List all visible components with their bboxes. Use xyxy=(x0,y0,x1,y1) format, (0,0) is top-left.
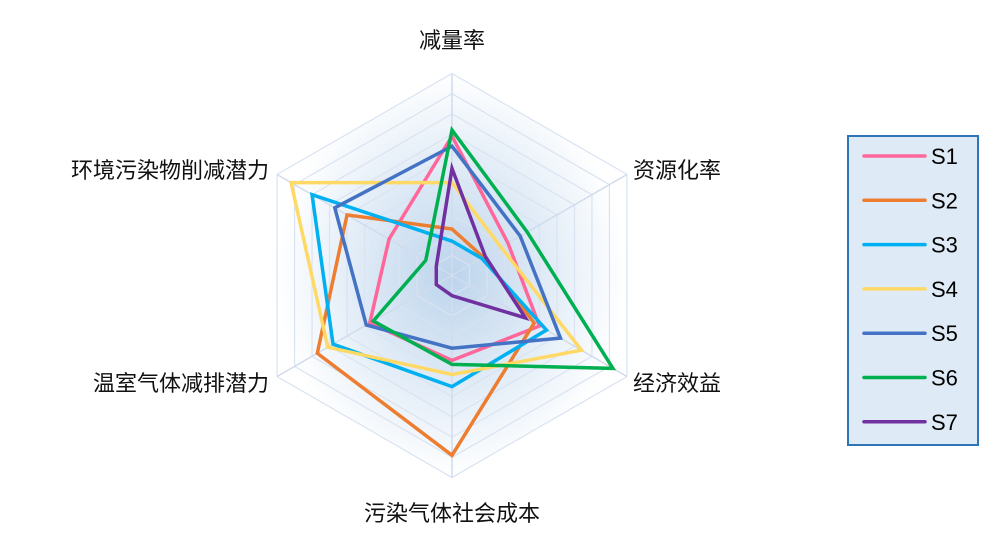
legend-label-S6: S6 xyxy=(931,366,958,391)
legend-label-S3: S3 xyxy=(931,233,958,258)
axis-line xyxy=(276,274,453,378)
axis-label-5: 环境污染物削减潜力 xyxy=(71,158,269,183)
legend-label-S7: S7 xyxy=(931,410,958,435)
series-S4 xyxy=(288,180,585,377)
radar-series xyxy=(288,125,617,458)
axis-line xyxy=(276,173,453,277)
legend-label-S4: S4 xyxy=(931,277,958,302)
radar-grid xyxy=(276,72,628,479)
axis-label-2: 经济效益 xyxy=(633,371,721,396)
series-S3 xyxy=(309,192,550,389)
axis-label-0: 减量率 xyxy=(419,28,485,53)
legend-label-S5: S5 xyxy=(931,321,958,346)
series-S1 xyxy=(367,132,542,363)
series-S2 xyxy=(315,212,537,458)
series-S5 xyxy=(332,143,563,350)
legend-label-S2: S2 xyxy=(931,188,958,213)
axis-label-1: 资源化率 xyxy=(633,158,721,183)
legend-label-S1: S1 xyxy=(931,144,958,169)
axis-labels: 减量率 资源化率 经济效益 污染气体社会成本 温室气体减排潜力 环境污染物削减潜… xyxy=(71,28,721,526)
axis-label-3: 污染气体社会成本 xyxy=(364,501,540,526)
series-S7 xyxy=(434,161,530,321)
legend: S1 S2 S3 S4 S5 S6 S7 xyxy=(847,135,979,446)
series-S6 xyxy=(370,125,617,371)
axis-label-4: 温室气体减排潜力 xyxy=(93,371,269,396)
